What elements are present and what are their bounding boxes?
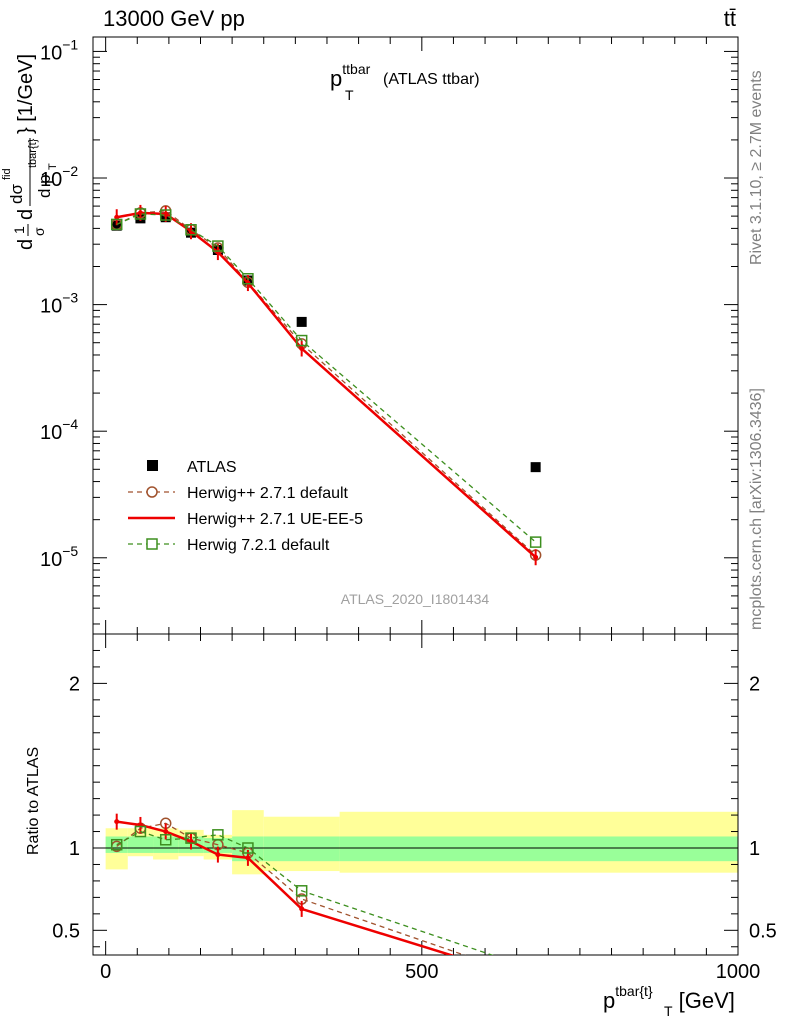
- rivet-version-label: Rivet 3.1.10, ≥ 2.7M events: [748, 70, 765, 265]
- legend-label: Herwig++ 2.7.1 UE-EE-5: [187, 511, 363, 528]
- herwig7-default-point: [295, 885, 308, 897]
- svg-text:σ: σ: [31, 227, 47, 236]
- legend: ATLAS Herwig++ 2.7.1 default Herwig++ 2.7.…: [128, 459, 363, 554]
- ratio-y-axis-label: Ratio to ATLAS: [25, 747, 42, 855]
- main-y-axis-label: d 1 σ d dσ fid d p tbar{t} T } [1/GeV]: [1, 54, 59, 250]
- ratio-series-group: [110, 813, 541, 985]
- legend-item: Herwig++ 2.7.1 UE-EE-5: [128, 511, 363, 528]
- ratio-y-tick-label: 0.5: [749, 920, 777, 942]
- series-line-herwig-7-2-1-default: [116, 830, 494, 955]
- svg-text:dσ: dσ: [7, 184, 26, 204]
- svg-text:1: 1: [11, 226, 27, 234]
- stat-uncertainty-band: [263, 836, 340, 862]
- herwigpp-default-point: [531, 975, 541, 985]
- ratio-y-tick-label: 2: [69, 673, 80, 695]
- main-y-axis-unit: } [1/GeV]: [15, 54, 37, 134]
- svg-text:d: d: [15, 239, 37, 250]
- svg-text:tbar{t}: tbar{t}: [27, 138, 39, 168]
- svg-text:d p: d p: [35, 174, 54, 198]
- legend-label: Herwig 7.2.1 default: [187, 537, 330, 554]
- plot-subtitle: (ATLAS ttbar): [383, 71, 480, 88]
- xlabel-main: p: [603, 988, 615, 1013]
- herwig7-default-point: [159, 834, 172, 846]
- svg-text:T: T: [47, 163, 59, 170]
- analysis-id-label: ATLAS_2020_I1801434: [341, 591, 490, 607]
- herwig7-default-point: [110, 218, 123, 231]
- x-tick-label: 0: [100, 961, 111, 983]
- series-line-herwig-2-7-1-default: [116, 210, 537, 556]
- atlas-data-point: [296, 316, 307, 327]
- legend-marker: [147, 460, 158, 471]
- y-tick-label: 10−2: [40, 163, 78, 191]
- legend-item: Herwig 7.2.1 default: [128, 537, 330, 554]
- legend-marker: [146, 538, 158, 550]
- atlas-data-point: [530, 462, 541, 473]
- ue-ee-5-point: [533, 979, 538, 984]
- herwig7-default-point: [134, 825, 147, 838]
- series-line-herwig-2-7-1-default: [116, 822, 467, 955]
- herwig7-default-point: [242, 273, 254, 285]
- mcplots-reference-label: mcplots.cern.ch [arXiv:1306.3436]: [748, 388, 765, 630]
- herwig7-default-point: [134, 208, 147, 220]
- axis-ticks: 10−1 10−2 10−3 10−4 10−5 0 500 1000 0.5 0.5 1 1 2 2: [40, 36, 777, 983]
- series-line-herwig-2-7-1-ue-ee-5: [116, 211, 537, 559]
- title-sup: ttbar: [342, 61, 370, 77]
- y-tick-label: 10−3: [40, 290, 78, 318]
- svg-text:d: d: [15, 209, 37, 220]
- herwig7-default-point: [529, 536, 542, 548]
- legend-label: Herwig++ 2.7.1 default: [187, 485, 349, 502]
- x-tick-label: 500: [405, 961, 438, 983]
- herwig7-default-point: [242, 842, 254, 854]
- y-tick-label: 10−1: [40, 36, 78, 64]
- herwig7-default-point: [185, 224, 197, 236]
- stat-uncertainty-band: [339, 836, 738, 862]
- legend-label: ATLAS: [187, 459, 237, 476]
- herwig7-default-point: [295, 334, 308, 347]
- process-label: tt̄: [724, 6, 736, 31]
- xlabel-sub: T: [664, 1003, 673, 1019]
- y-tick-label: 10−4: [40, 416, 78, 444]
- herwig7-default-point: [212, 829, 224, 841]
- svg-text:fid: fid: [1, 168, 13, 180]
- xlabel-sup: tbar{t}: [615, 983, 653, 999]
- legend-item: ATLAS: [147, 459, 237, 476]
- ratio-y-tick-label: 2: [749, 673, 760, 695]
- title-sub: T: [345, 87, 354, 103]
- xlabel-rest: [GeV]: [673, 988, 735, 1013]
- herwig7-default-point: [185, 832, 197, 844]
- ratio-y-tick-label: 0.5: [52, 920, 80, 942]
- herwig7-default-point: [159, 209, 172, 221]
- y-tick-label: 10−5: [40, 543, 78, 571]
- main-series-group: [110, 204, 542, 566]
- legend-item: Herwig++ 2.7.1 default: [128, 485, 349, 502]
- herwig7-default-point: [531, 965, 541, 975]
- title-main: p: [330, 66, 342, 91]
- x-axis-label: ptbar{t} T [GeV]: [603, 983, 735, 1019]
- atlas-data-point: [111, 220, 122, 231]
- stat-uncertainty-band: [127, 836, 154, 853]
- collision-energy-label: 13000 GeV pp: [103, 6, 245, 31]
- stat-uncertainty-band: [203, 838, 233, 853]
- plot-title: pttbar T: [330, 61, 371, 103]
- herwig7-default-point: [212, 240, 224, 252]
- ratio-y-tick-label: 1: [749, 838, 760, 860]
- series-line-herwig-7-2-1-default: [116, 213, 537, 543]
- x-tick-label: 1000: [716, 961, 761, 983]
- legend-marker: [146, 486, 158, 498]
- ratio-y-tick-label: 1: [69, 838, 80, 860]
- ratio-uncertainty-bands: [93, 810, 738, 875]
- herwig7-default-point: [110, 838, 123, 851]
- ratio-plot-frame: [92, 633, 739, 956]
